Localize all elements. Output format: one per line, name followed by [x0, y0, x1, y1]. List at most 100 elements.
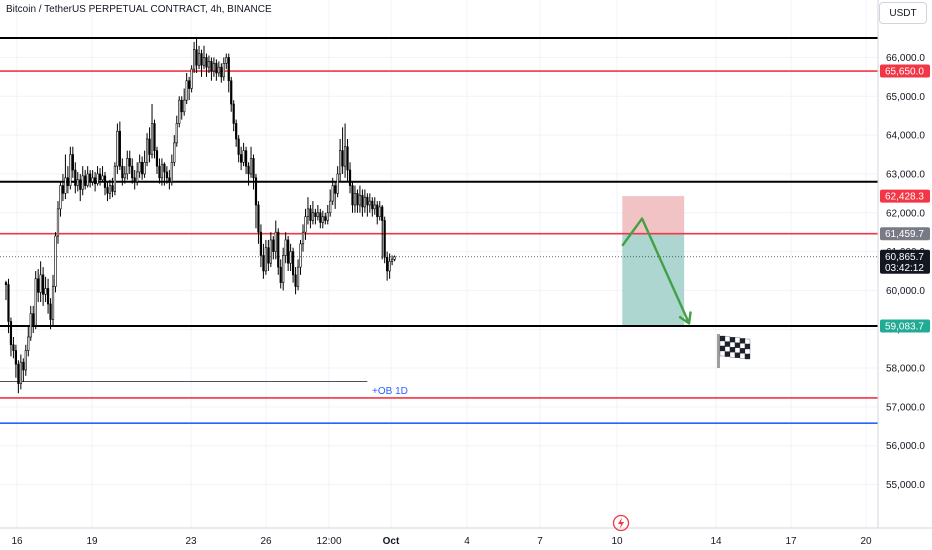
time-tick-label: 20 — [860, 536, 872, 547]
candle-down — [254, 177, 258, 206]
flag-square — [734, 342, 741, 348]
candle-down — [180, 99, 183, 113]
candle-up — [54, 235, 57, 287]
projection-arrow — [621, 217, 691, 324]
candle-up — [321, 216, 324, 223]
flag-square — [729, 337, 736, 343]
candle-up — [264, 247, 267, 272]
candle-down — [291, 251, 295, 276]
price-tick-label: 57,000.0 — [886, 402, 925, 413]
candle-down — [71, 154, 74, 171]
candle-up — [101, 175, 104, 181]
candle-up — [185, 80, 188, 101]
candle-up — [69, 154, 72, 186]
candle-up — [373, 204, 376, 210]
price-tag-label: 65,650.0 — [885, 67, 924, 78]
candle-up — [284, 239, 287, 256]
candle-down — [215, 62, 218, 74]
time-tick-label: 12:00 — [316, 536, 341, 547]
candle-down — [376, 204, 379, 217]
time-tick-label: 7 — [537, 536, 543, 547]
candle-down — [230, 80, 233, 105]
candle-down — [371, 200, 374, 210]
candle-down — [205, 57, 208, 68]
candle-down — [12, 344, 15, 351]
lightning-icon[interactable] — [612, 514, 630, 532]
flag-square — [719, 350, 726, 357]
candle-up — [143, 161, 146, 175]
candle-down — [168, 177, 171, 182]
candle-down — [89, 173, 92, 182]
price-tick-label: 55,000.0 — [886, 480, 925, 491]
flag-square — [744, 348, 751, 355]
stop-zone — [622, 196, 685, 234]
candle-down — [37, 278, 40, 293]
candle-up — [145, 138, 149, 163]
candle-down — [17, 363, 20, 384]
flag-square — [739, 338, 746, 344]
candle-down — [232, 103, 235, 124]
candle-up — [306, 208, 310, 217]
flag-square — [724, 351, 731, 357]
candle-down — [348, 169, 352, 186]
flag-square — [739, 348, 746, 354]
candle-down — [94, 177, 97, 184]
price-tick-label: 65,000.0 — [886, 92, 925, 103]
price-tick-label: 63,000.0 — [886, 169, 925, 180]
price-tag-label: 59,083.7 — [885, 321, 924, 332]
time-tick-label: 17 — [785, 536, 797, 547]
flag-square — [724, 336, 731, 342]
candle-up — [388, 260, 391, 272]
candle-down — [153, 123, 156, 151]
candle-down — [66, 177, 69, 186]
flag-square — [729, 347, 736, 353]
candle-up — [190, 68, 193, 89]
price-tag-timer: 03:42:12 — [885, 263, 924, 274]
candle-up — [64, 177, 67, 194]
candle-up — [217, 66, 220, 74]
candle-up — [160, 163, 164, 179]
projection-arrow-head — [678, 311, 692, 325]
currency-button[interactable]: USDT — [879, 2, 927, 24]
price-tag-green — [880, 319, 930, 333]
candle-down — [235, 123, 238, 140]
candle-up — [34, 278, 37, 326]
candle-up — [296, 266, 300, 287]
candle-up — [207, 61, 211, 68]
candle-up — [378, 206, 381, 217]
time-tick-label: 10 — [611, 536, 623, 547]
candle-up — [282, 255, 285, 283]
candle-up — [225, 57, 228, 64]
price-tags: 65,650.0 62,428.3 61,459.7 60,865.703:42:12… — [880, 64, 930, 333]
candle-down — [262, 255, 265, 272]
price-tag-red — [880, 64, 930, 78]
candle-up — [242, 150, 245, 163]
candle-down — [22, 361, 25, 371]
time-tick-label: 14 — [710, 536, 722, 547]
candle-down — [383, 220, 386, 258]
candle-down — [220, 66, 223, 78]
candle-up — [170, 161, 173, 182]
candle-down — [356, 193, 359, 206]
candle-down — [361, 194, 364, 208]
candle-down — [195, 49, 198, 66]
flag-square — [719, 340, 726, 347]
candle-down — [277, 231, 280, 268]
price-tag-red — [880, 189, 930, 203]
candle-down — [279, 266, 282, 283]
time-tick-label: 4 — [464, 536, 470, 547]
candle-down — [227, 57, 230, 82]
time-tick-label: 16 — [11, 536, 23, 547]
candle-down — [163, 163, 166, 173]
flag-square — [739, 353, 746, 359]
candle-up — [197, 53, 201, 66]
candle-down — [210, 61, 213, 72]
candle-down — [61, 185, 65, 194]
candle-up — [44, 288, 47, 295]
candle-down — [267, 247, 270, 264]
candle-up — [81, 175, 84, 190]
candle-down — [244, 150, 248, 167]
